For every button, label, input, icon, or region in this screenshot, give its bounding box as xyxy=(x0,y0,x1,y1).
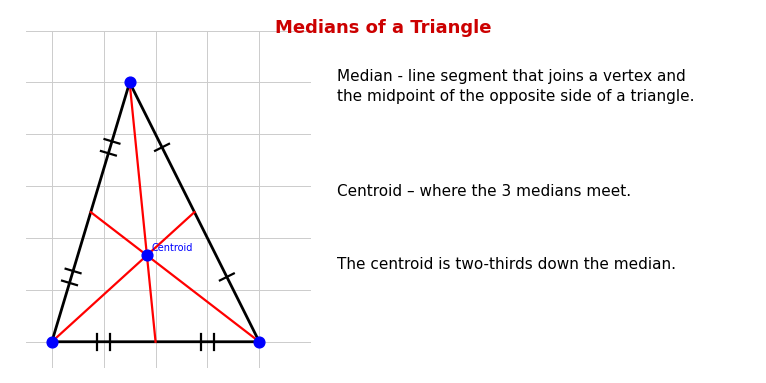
Text: Centroid: Centroid xyxy=(151,243,192,253)
Text: Median - line segment that joins a vertex and
the midpoint of the opposite side : Median - line segment that joins a verte… xyxy=(337,69,695,104)
Point xyxy=(253,339,265,345)
Text: The centroid is two-thirds down the median.: The centroid is two-thirds down the medi… xyxy=(337,257,676,272)
Point xyxy=(123,79,136,85)
Text: Centroid – where the 3 medians meet.: Centroid – where the 3 medians meet. xyxy=(337,184,631,199)
Point xyxy=(46,339,58,345)
Point xyxy=(141,252,153,259)
Text: Medians of a Triangle: Medians of a Triangle xyxy=(275,19,491,37)
